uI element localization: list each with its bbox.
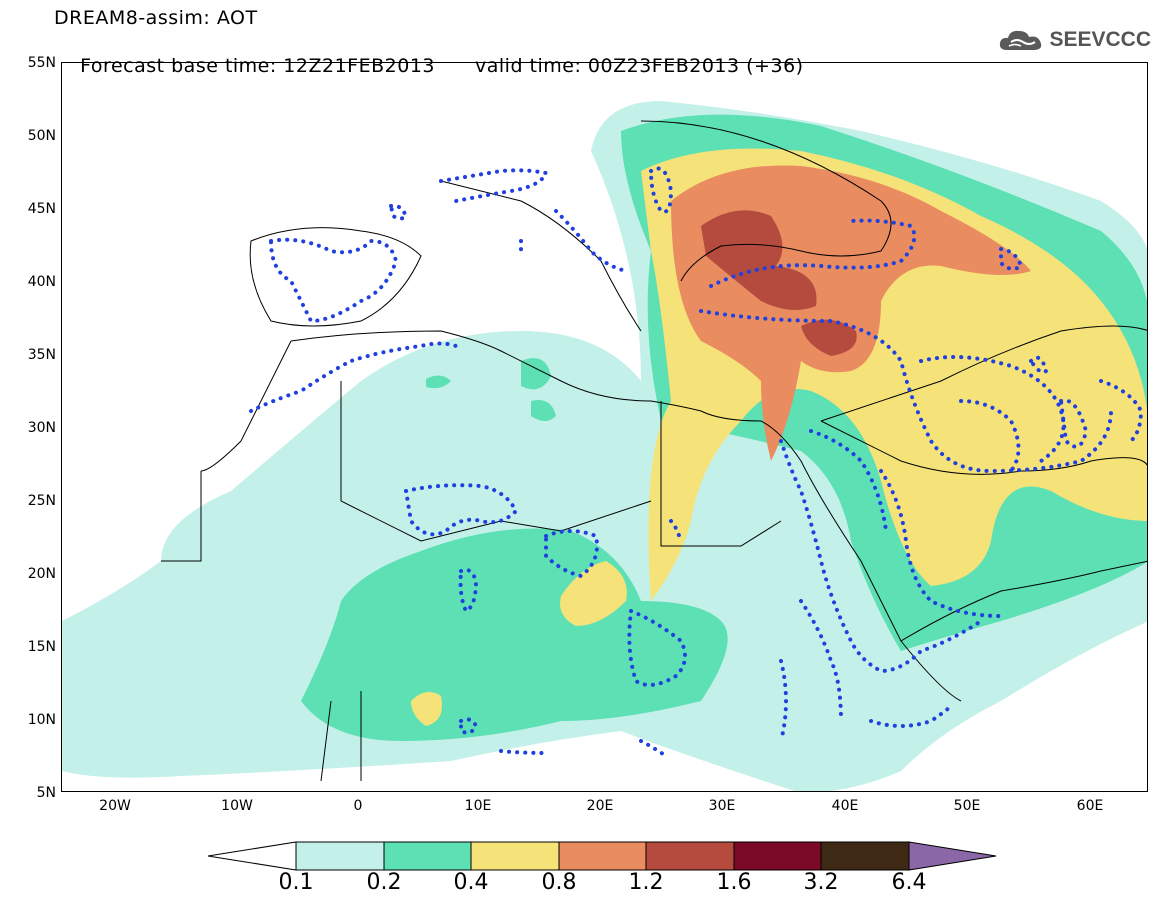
lat-tick-35n: 35N <box>27 347 56 363</box>
aot-map <box>61 62 1148 792</box>
lon-tick-20e: 20E <box>586 798 614 814</box>
colorbar-arrow-high <box>908 841 997 871</box>
lat-tick-10n: 10N <box>27 712 56 728</box>
colorbar-bin-6 <box>733 841 822 871</box>
lon-tick-40e: 40E <box>831 798 859 814</box>
lat-tick-15n: 15N <box>27 639 56 655</box>
colorbar-label-1.6: 1.6 <box>716 870 752 895</box>
dotted-contours <box>249 166 1144 758</box>
lon-tick-10e: 10E <box>464 798 492 814</box>
colorbar-bin-5 <box>645 841 735 871</box>
lat-tick-20n: 20N <box>27 566 56 582</box>
colorbar-label-0.2: 0.2 <box>366 870 402 895</box>
colorbar-label-1.2: 1.2 <box>628 870 664 895</box>
lat-tick-30n: 30N <box>27 420 56 436</box>
colorbar-label-0.8: 0.8 <box>541 870 577 895</box>
map-canvas <box>62 101 1147 791</box>
base-time-label: Forecast base time: 12Z21FEB2013 <box>80 55 435 77</box>
lon-tick-20w: 20W <box>99 798 131 814</box>
lon-tick-50e: 50E <box>953 798 981 814</box>
logo-text: SEEVCCC <box>1049 28 1151 51</box>
lat-tick-45n: 45N <box>27 201 56 217</box>
colorbar-label-0.4: 0.4 <box>453 870 489 895</box>
cloud-icon <box>1000 30 1042 50</box>
colorbar-label-3.2: 3.2 <box>803 870 839 895</box>
lon-tick-30e: 30E <box>708 798 736 814</box>
colorbar-bin-7 <box>820 841 910 871</box>
valid-time-label: valid time: 00Z23FEB2013 (+36) <box>475 55 804 77</box>
colorbar-label-0.1: 0.1 <box>278 870 314 895</box>
chart-header: DREAM8-assim: AOT Forecast base time: 12… <box>54 6 804 102</box>
lat-tick-5n: 5N <box>36 785 56 801</box>
lon-tick-10w: 10W <box>221 798 253 814</box>
model-title: DREAM8-assim: AOT <box>54 7 258 29</box>
lat-tick-40n: 40N <box>27 274 56 290</box>
lat-tick-55n: 55N <box>27 55 56 71</box>
colorbar <box>207 841 997 871</box>
lat-tick-50n: 50N <box>27 128 56 144</box>
colorbar-bin-2 <box>383 841 472 871</box>
colorbar-bin-3 <box>470 841 560 871</box>
lon-tick-60e: 60E <box>1076 798 1104 814</box>
aot-field-1.2 <box>701 210 857 356</box>
seevccc-logo: SEEVCCC <box>997 26 1151 54</box>
colorbar-bin-4 <box>558 841 647 871</box>
colorbar-arrow-low <box>207 841 297 871</box>
lon-tick-0: 0 <box>353 798 363 814</box>
colorbar-bin-1 <box>295 841 385 871</box>
colorbar-label-6.4: 6.4 <box>891 870 927 895</box>
lat-tick-25n: 25N <box>27 493 56 509</box>
